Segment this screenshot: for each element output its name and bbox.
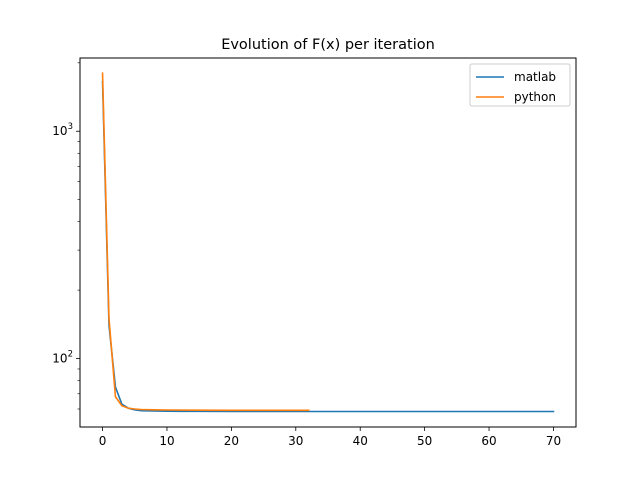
x-tick-label: 30 (288, 434, 303, 448)
series-line-python (101, 72, 310, 412)
x-tick-label: 40 (353, 434, 368, 448)
x-tick-label: 0 (99, 434, 107, 448)
series-line-matlab (101, 80, 555, 413)
y-tick-label: 103 (52, 122, 73, 138)
chart-title: Evolution of F(x) per iteration (221, 37, 435, 53)
y-tick-label: 102 (52, 350, 73, 366)
legend-label-python: python (514, 90, 556, 104)
x-tick-label: 20 (224, 434, 239, 448)
legend-label-matlab: matlab (514, 70, 556, 84)
x-tick-label: 10 (159, 434, 174, 448)
x-tick-label: 60 (481, 434, 496, 448)
legend-frame (469, 63, 571, 107)
legend: matlab python (469, 63, 571, 107)
x-tick-label: 50 (417, 434, 432, 448)
x-tick-label: 70 (546, 434, 561, 448)
plot-area-frame (79, 57, 577, 428)
